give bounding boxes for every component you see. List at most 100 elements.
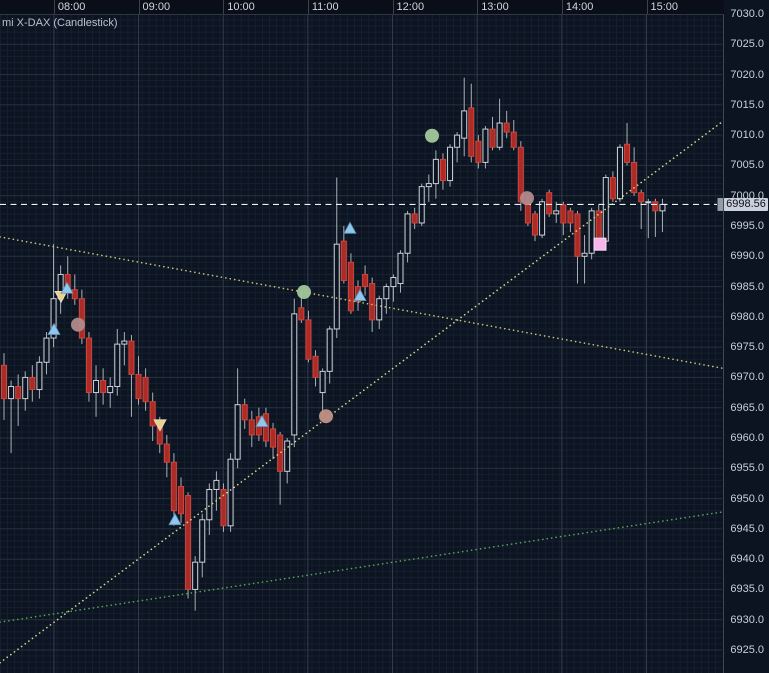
price-tick-label: 6970.0: [730, 371, 764, 384]
price-tick-label: 7030.0: [730, 8, 764, 20]
candle-up: [432, 158, 439, 185]
signal-circle-mauve-icon: [71, 317, 85, 332]
candle-up: [404, 213, 411, 254]
candle-down: [475, 140, 482, 163]
price-line-axis-handle: [717, 197, 725, 211]
price-tick-label: 7020.0: [730, 68, 764, 81]
time-tick-label: 08:00: [57, 1, 86, 13]
candle-up: [326, 328, 333, 372]
candle-down: [595, 210, 602, 242]
candle-down: [468, 107, 475, 157]
candle-up: [114, 343, 121, 388]
signal-circle-mauve-icon: [520, 191, 534, 206]
signal-triangle-down-yellow-icon: [153, 419, 167, 432]
candle-up: [22, 376, 29, 400]
candle-down: [532, 213, 538, 236]
candle-down: [340, 240, 347, 282]
price-tick-label: 6935.0: [730, 583, 764, 596]
candle-down: [241, 404, 248, 421]
time-tick-label: 14:00: [565, 1, 594, 13]
candle-down: [270, 428, 277, 448]
time-axis[interactable]: 08:00 09:00 10:00 11:00 12:00 13:00 14:00 15:00: [0, 0, 724, 15]
candle-down: [411, 213, 418, 224]
candle-down: [15, 386, 22, 400]
price-tick-label: 6955.0: [730, 462, 764, 475]
time-tick-label: 12:00: [396, 1, 425, 13]
signal-triangle-up-blue-icon: [343, 221, 357, 234]
signal-square-pink-icon: [593, 237, 607, 251]
candle-down: [489, 128, 496, 148]
candle-up: [376, 298, 383, 321]
candle-down: [503, 122, 510, 133]
candle-down: [128, 340, 135, 375]
signal-triangle-up-blue-icon: [168, 512, 182, 526]
price-tick-label: 6995.0: [730, 220, 764, 232]
candle-up: [553, 210, 560, 215]
trend-line-ascending-support-shallow: [0, 511, 724, 623]
time-tick-label: 15:00: [650, 1, 679, 13]
candle-up: [227, 458, 234, 527]
signal-triangle-up-blue-icon: [60, 281, 74, 294]
candle-up: [284, 440, 291, 472]
candle-down: [185, 495, 192, 590]
candle-up: [539, 201, 546, 236]
candle-up: [234, 404, 241, 460]
candle-up: [192, 561, 199, 590]
signal-circle-green-icon: [297, 285, 311, 300]
candle-down: [546, 192, 553, 215]
candle-up: [616, 146, 623, 200]
candle-up: [50, 298, 57, 339]
price-tick-label: 6990.0: [730, 250, 764, 263]
candle-down: [312, 355, 319, 378]
candle-down: [638, 192, 645, 203]
candle-up: [213, 479, 220, 490]
candle-up: [206, 488, 213, 521]
candle-up: [397, 252, 404, 285]
price-tick-label: 6925.0: [730, 644, 764, 656]
time-tick-label: 11:00: [311, 1, 339, 13]
time-tick-label: 10:00: [227, 1, 255, 13]
trend-line-descending-resistance: [0, 236, 724, 370]
candle-down: [631, 161, 638, 194]
candle-up: [8, 386, 15, 400]
candle-up: [333, 243, 340, 330]
candle-up: [319, 370, 326, 394]
candle-down: [142, 376, 149, 403]
time-tick-label: 13:00: [481, 1, 509, 13]
candle-down: [248, 419, 255, 436]
candle-down: [652, 201, 659, 212]
price-tick-label: 7010.0: [730, 129, 764, 142]
candle-down: [369, 283, 376, 321]
candle-down: [1, 364, 7, 400]
candle-down: [362, 273, 369, 288]
candle-down: [510, 131, 517, 148]
time-axis-tick: [646, 0, 648, 14]
candle-down: [609, 177, 616, 200]
price-tick-label: 7005.0: [730, 159, 764, 172]
candle-up: [93, 379, 100, 394]
candle-up: [454, 134, 461, 148]
price-tick-label: 6945.0: [730, 522, 764, 535]
time-axis-tick: [307, 0, 309, 14]
candle-down: [517, 146, 524, 203]
candle-down: [567, 210, 574, 224]
time-axis-tick: [392, 0, 394, 14]
price-tick-label: 7025.0: [730, 38, 764, 51]
signal-triangle-up-blue-icon: [47, 322, 61, 335]
candle-down: [347, 261, 354, 312]
price-tick-label: 7015.0: [730, 98, 764, 111]
candle-down: [71, 289, 78, 300]
candle-down: [178, 485, 184, 515]
candle-up: [496, 122, 503, 148]
price-tick-label: 6985.0: [730, 280, 764, 293]
signal-circle-green-icon: [425, 128, 439, 143]
candle-down: [298, 307, 305, 321]
price-tick-label: 6950.0: [730, 492, 764, 505]
price-axis[interactable]: 6998.56 7030.0 7025.0 7020.0 7015.0 7010.0 70…: [724, 0, 769, 673]
candle-up: [645, 201, 652, 204]
candle-down: [163, 443, 170, 463]
candle-down: [85, 337, 92, 394]
candle-down: [439, 158, 446, 182]
